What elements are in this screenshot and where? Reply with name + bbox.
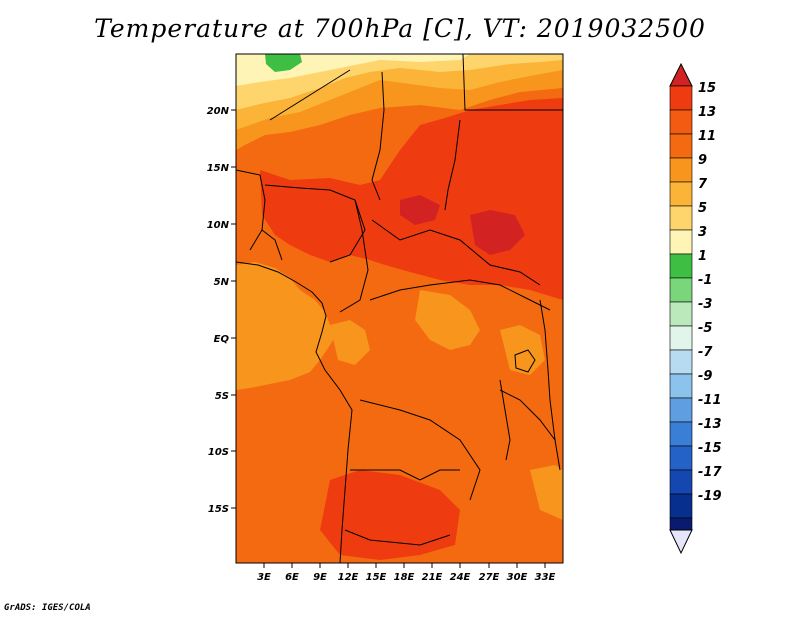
- field-13-south: [320, 470, 460, 560]
- border-east: [539, 299, 561, 471]
- colorbar-label-m5: -5: [698, 321, 712, 336]
- country-borders: [236, 54, 563, 563]
- plot-frame: [235, 53, 564, 564]
- field-15-sudan: [470, 210, 525, 255]
- field-9-west: [236, 262, 340, 390]
- border-chad-sudan: [444, 119, 461, 211]
- y-tick-20n: 20N: [207, 106, 230, 117]
- colorbar-swatch-m7: [669, 349, 693, 375]
- x-tick-6e: 6E: [285, 572, 299, 583]
- y-tick-5s: 5S: [215, 391, 229, 402]
- colorbar-label-m1: -1: [698, 273, 712, 288]
- field-9-congo: [415, 290, 480, 350]
- colorbar-swatch-m15: [669, 445, 693, 471]
- colorbar-label-m13: -13: [698, 417, 722, 432]
- border-drc-north: [369, 279, 551, 311]
- border-niger-chad: [269, 69, 351, 121]
- x-tick-9e: 9E: [313, 572, 327, 583]
- colorbar-swatch-5: [669, 205, 693, 231]
- colorbar-label-9: 9: [698, 153, 707, 168]
- colorbar-swatch-1: [669, 253, 693, 279]
- colorbar-label-m9: -9: [698, 369, 712, 384]
- colorbar-swatch-m13: [669, 421, 693, 447]
- x-tick-18e: 18E: [394, 572, 415, 583]
- field-1-green: [265, 54, 302, 72]
- x-tick-27e: 27E: [479, 572, 500, 583]
- colorbar-swatch-9: [669, 157, 693, 183]
- colorbar-label-15: 15: [698, 81, 716, 96]
- colorbar-swatch-m11: [669, 397, 693, 423]
- x-tick-12e: 12E: [338, 572, 359, 583]
- border-angola-zambia: [350, 469, 460, 481]
- border-car: [371, 219, 541, 286]
- y-tick-5n: 5N: [214, 277, 230, 288]
- colorbar-swatch-m1: [669, 277, 693, 303]
- colorbar-swatch-3: [669, 229, 693, 255]
- x-tick-15e: 15E: [366, 572, 387, 583]
- field-9-gabon: [330, 320, 370, 365]
- colorbar: 15 13 11 9 7 5 3 1 -1 -3 -5 -7 -9 -11 -1…: [669, 62, 722, 555]
- colorbar-label-7: 7: [698, 177, 708, 192]
- y-tick-10n: 10N: [207, 220, 230, 231]
- map-title: Temperature at 700hPa [C], VT: 201903250…: [94, 14, 706, 43]
- colorbar-swatch-m3: [669, 301, 693, 327]
- border-west-africa-1: [236, 169, 266, 251]
- y-axis: 20N 15N 10N 5N EQ 5S 10S 15S: [207, 106, 236, 515]
- grads-credit: GrADS: IGES/COLA: [4, 603, 91, 613]
- colorbar-bottom-arrow: [669, 529, 693, 555]
- colorbar-label-13: 13: [698, 105, 716, 120]
- y-tick-15s: 15S: [208, 504, 229, 515]
- border-namibia: [344, 529, 451, 546]
- coastline-west: [236, 261, 353, 563]
- border-egypt-sudan: [462, 54, 563, 111]
- field-15-chad: [400, 195, 440, 225]
- y-tick-15n: 15N: [207, 163, 230, 174]
- colorbar-swatch-13: [669, 109, 693, 135]
- colorbar-swatch-15: [669, 85, 693, 111]
- colorbar-label-3: 3: [698, 225, 707, 240]
- x-tick-24e: 24E: [450, 572, 471, 583]
- colorbar-label-m7: -7: [698, 345, 713, 360]
- x-tick-30e: 30E: [507, 572, 528, 583]
- colorbar-top-arrow: [669, 62, 693, 87]
- lake-tanganyika: [499, 379, 511, 461]
- x-tick-21e: 21E: [422, 572, 443, 583]
- border-cameroon: [339, 199, 369, 313]
- colorbar-swatch-m5: [669, 325, 693, 351]
- border-west-africa-2: [261, 229, 283, 261]
- y-tick-10s: 10S: [208, 447, 229, 458]
- colorbar-label-11: 11: [698, 129, 716, 144]
- colorbar-label-m17: -17: [698, 465, 722, 480]
- colorbar-label-m3: -3: [698, 297, 712, 312]
- colorbar-label-5: 5: [698, 201, 707, 216]
- field-9-southeast: [530, 465, 563, 520]
- x-tick-33e: 33E: [535, 572, 556, 583]
- border-tanzania: [499, 389, 556, 441]
- x-axis: 3E 6E 9E 12E 15E 18E 21E 24E 27E 30E 33E: [257, 563, 556, 583]
- lake-victoria: [514, 349, 536, 373]
- colorbar-swatch-m9: [669, 373, 693, 399]
- colorbar-swatch-m17: [669, 469, 693, 495]
- border-drc-south: [359, 399, 481, 501]
- colorbar-label-m19: -19: [698, 489, 722, 504]
- y-tick-eq: EQ: [214, 334, 230, 345]
- border-libya-sudan: [371, 71, 385, 201]
- colorbar-swatch-m19: [669, 493, 693, 519]
- colorbar-swatch-7: [669, 181, 693, 207]
- colorbar-label-1: 1: [698, 249, 707, 264]
- colorbar-swatch-11: [669, 133, 693, 159]
- colorbar-swatch-m21: [669, 517, 693, 531]
- temperature-field: [236, 54, 563, 563]
- x-tick-3e: 3E: [257, 572, 271, 583]
- colorbar-label-m15: -15: [698, 441, 722, 456]
- colorbar-label-m11: -11: [698, 393, 722, 408]
